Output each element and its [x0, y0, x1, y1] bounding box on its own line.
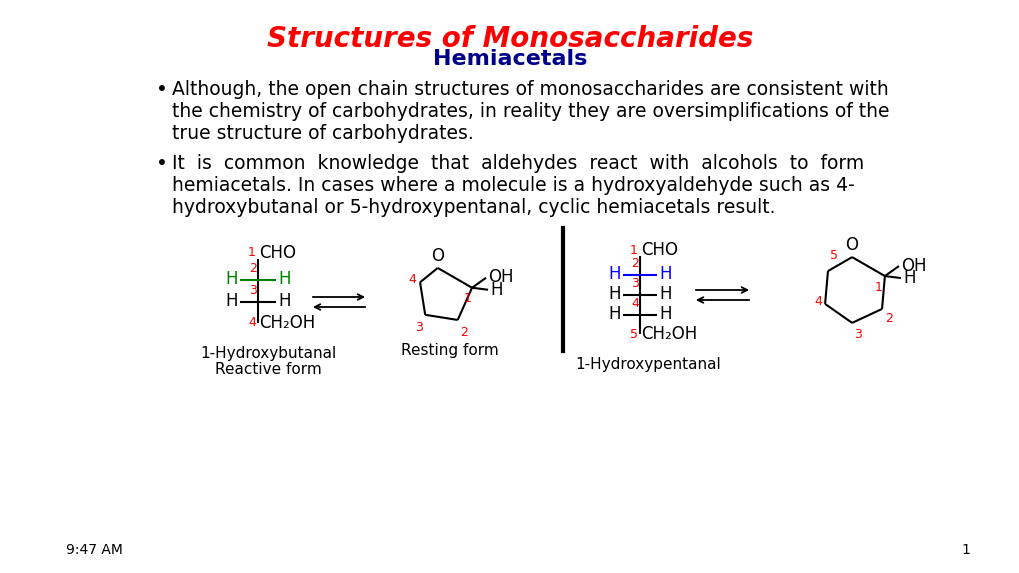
- Text: 4: 4: [248, 316, 256, 329]
- Text: 1: 1: [960, 543, 969, 557]
- Text: 3: 3: [631, 277, 638, 290]
- Text: O: O: [431, 247, 444, 265]
- Text: 2: 2: [631, 257, 638, 270]
- Text: hemiacetals. In cases where a molecule is a hydroxyaldehyde such as 4-: hemiacetals. In cases where a molecule i…: [172, 176, 854, 195]
- Text: OH: OH: [487, 268, 513, 286]
- Text: CHO: CHO: [259, 244, 296, 262]
- Text: the chemistry of carbohydrates, in reality they are oversimplifications of the: the chemistry of carbohydrates, in reali…: [172, 102, 889, 121]
- Text: 4: 4: [631, 297, 638, 310]
- Text: 5: 5: [630, 328, 637, 340]
- Text: 1: 1: [874, 281, 882, 294]
- Text: •: •: [156, 80, 168, 99]
- Text: Resting form: Resting form: [400, 343, 498, 358]
- Text: Structures of Monosaccharides: Structures of Monosaccharides: [267, 25, 752, 53]
- Text: H: H: [902, 269, 914, 287]
- Text: 2: 2: [249, 262, 257, 275]
- Text: hydroxybutanal or 5-hydroxypentanal, cyclic hemiacetals result.: hydroxybutanal or 5-hydroxypentanal, cyc…: [172, 198, 774, 217]
- Text: 1: 1: [248, 246, 256, 260]
- Text: 3: 3: [415, 321, 423, 334]
- Text: CHO: CHO: [640, 241, 678, 259]
- Text: H: H: [278, 292, 290, 310]
- Text: O: O: [845, 236, 858, 254]
- Text: OH: OH: [900, 257, 925, 275]
- Text: H: H: [225, 270, 237, 288]
- Text: •: •: [156, 154, 168, 173]
- Text: 1-Hydroxybutanal: 1-Hydroxybutanal: [200, 346, 336, 361]
- Text: H: H: [225, 292, 237, 310]
- Text: 1: 1: [464, 292, 472, 305]
- Text: CH₂OH: CH₂OH: [640, 325, 697, 343]
- Text: CH₂OH: CH₂OH: [259, 314, 315, 332]
- Text: true structure of carbohydrates.: true structure of carbohydrates.: [172, 124, 473, 143]
- Text: 5: 5: [829, 249, 838, 262]
- Text: H: H: [278, 270, 290, 288]
- Text: 1: 1: [630, 244, 637, 257]
- Text: H: H: [658, 285, 671, 303]
- Text: H: H: [608, 285, 621, 303]
- Text: 4: 4: [408, 273, 416, 286]
- Text: H: H: [658, 305, 671, 323]
- Text: H: H: [608, 265, 621, 283]
- Text: 2: 2: [460, 326, 467, 339]
- Text: 1-Hydroxypentanal: 1-Hydroxypentanal: [575, 357, 720, 372]
- Text: H: H: [489, 281, 502, 299]
- Text: It  is  common  knowledge  that  aldehydes  react  with  alcohols  to  form: It is common knowledge that aldehydes re…: [172, 154, 863, 173]
- Text: Hemiacetals: Hemiacetals: [432, 49, 587, 69]
- Text: Reactive form: Reactive form: [214, 362, 321, 377]
- Text: 4: 4: [813, 296, 821, 308]
- Text: 3: 3: [249, 284, 257, 297]
- Text: H: H: [658, 265, 671, 283]
- Text: 3: 3: [853, 328, 861, 341]
- Text: 2: 2: [884, 312, 892, 325]
- Text: Although, the open chain structures of monosaccharides are consistent with: Although, the open chain structures of m…: [172, 80, 888, 99]
- Text: H: H: [608, 305, 621, 323]
- Text: 9:47 AM: 9:47 AM: [66, 543, 122, 557]
